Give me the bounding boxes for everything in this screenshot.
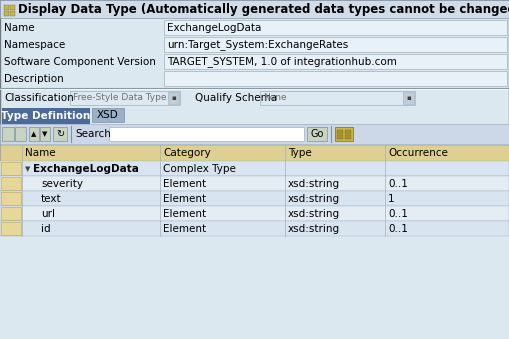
Bar xyxy=(164,71,507,86)
Text: Element: Element xyxy=(163,224,206,234)
Text: xsd:string: xsd:string xyxy=(288,209,340,219)
Bar xyxy=(70,91,180,105)
Text: Qualify Schema: Qualify Schema xyxy=(195,93,277,103)
Bar xyxy=(335,127,353,141)
Bar xyxy=(260,91,415,105)
Bar xyxy=(307,127,327,141)
Bar xyxy=(10,5,15,10)
Text: TARGET_SYSTEM, 1.0 of integrationhub.com: TARGET_SYSTEM, 1.0 of integrationhub.com xyxy=(167,57,397,67)
Text: ↻: ↻ xyxy=(56,129,64,139)
Bar xyxy=(1,162,21,175)
Text: Type: Type xyxy=(288,148,312,158)
Text: Category: Category xyxy=(163,148,211,158)
Text: Element: Element xyxy=(163,209,206,219)
Text: ExchangeLogData: ExchangeLogData xyxy=(33,164,139,174)
Bar xyxy=(164,20,507,35)
Text: ▼: ▼ xyxy=(25,166,33,172)
Bar xyxy=(10,11,15,16)
Text: Complex Type: Complex Type xyxy=(163,164,236,174)
Bar xyxy=(1,192,21,205)
Text: ▼: ▼ xyxy=(42,131,48,137)
Text: Namespace: Namespace xyxy=(4,40,65,50)
Text: Occurrence: Occurrence xyxy=(388,148,448,158)
Text: Element: Element xyxy=(163,194,206,204)
Bar xyxy=(345,135,351,139)
Text: ▲: ▲ xyxy=(32,131,37,137)
Text: Description: Description xyxy=(4,74,64,84)
Text: 0..1: 0..1 xyxy=(388,224,408,234)
Bar xyxy=(0,221,509,236)
Text: ▪: ▪ xyxy=(172,95,177,101)
Text: xsd:string: xsd:string xyxy=(288,194,340,204)
Text: urn:Target_System:ExchangeRates: urn:Target_System:ExchangeRates xyxy=(167,40,348,51)
Bar xyxy=(2,127,14,141)
Text: 0..1: 0..1 xyxy=(388,209,408,219)
Bar xyxy=(0,145,509,161)
Bar xyxy=(0,206,509,221)
Bar xyxy=(0,191,509,206)
Bar xyxy=(4,5,9,10)
Bar xyxy=(0,0,509,18)
Text: 0..1: 0..1 xyxy=(388,179,408,189)
Text: Display Data Type (Automatically generated data types cannot be changed): Display Data Type (Automatically generat… xyxy=(18,2,509,16)
Bar xyxy=(40,127,50,141)
Bar xyxy=(109,127,304,141)
Text: ▪: ▪ xyxy=(407,95,411,101)
Bar xyxy=(1,222,21,235)
Bar xyxy=(345,130,351,134)
Bar xyxy=(337,135,343,139)
Bar xyxy=(0,236,509,339)
Bar xyxy=(0,176,509,191)
Text: None: None xyxy=(263,94,287,102)
Text: severity: severity xyxy=(41,179,83,189)
Bar xyxy=(337,130,343,134)
Bar xyxy=(164,54,507,69)
Bar xyxy=(4,11,9,16)
Text: Element: Element xyxy=(163,179,206,189)
Bar xyxy=(15,127,26,141)
Text: Name: Name xyxy=(25,148,55,158)
Text: xsd:string: xsd:string xyxy=(288,224,340,234)
Bar xyxy=(1,177,21,190)
Text: Classification: Classification xyxy=(4,93,74,103)
Bar xyxy=(92,108,124,122)
Bar xyxy=(29,127,39,141)
Text: Search: Search xyxy=(75,129,111,139)
Text: Go: Go xyxy=(310,129,324,139)
Text: text: text xyxy=(41,194,62,204)
Text: Free-Style Data Type: Free-Style Data Type xyxy=(73,94,166,102)
Text: xsd:string: xsd:string xyxy=(288,179,340,189)
Text: url: url xyxy=(41,209,55,219)
Bar xyxy=(0,161,509,176)
Bar xyxy=(53,127,67,141)
Text: id: id xyxy=(41,224,50,234)
Text: XSD: XSD xyxy=(97,110,119,120)
Bar xyxy=(0,124,509,144)
Text: Software Component Version: Software Component Version xyxy=(4,57,156,67)
Bar xyxy=(403,92,414,104)
Text: ExchangeLogData: ExchangeLogData xyxy=(167,23,262,33)
Bar xyxy=(168,92,179,104)
Text: Name: Name xyxy=(4,23,35,33)
Text: 1: 1 xyxy=(388,194,394,204)
Bar xyxy=(2,108,90,124)
Bar xyxy=(164,37,507,52)
Text: Type Definition: Type Definition xyxy=(2,111,91,121)
Bar xyxy=(1,207,21,220)
